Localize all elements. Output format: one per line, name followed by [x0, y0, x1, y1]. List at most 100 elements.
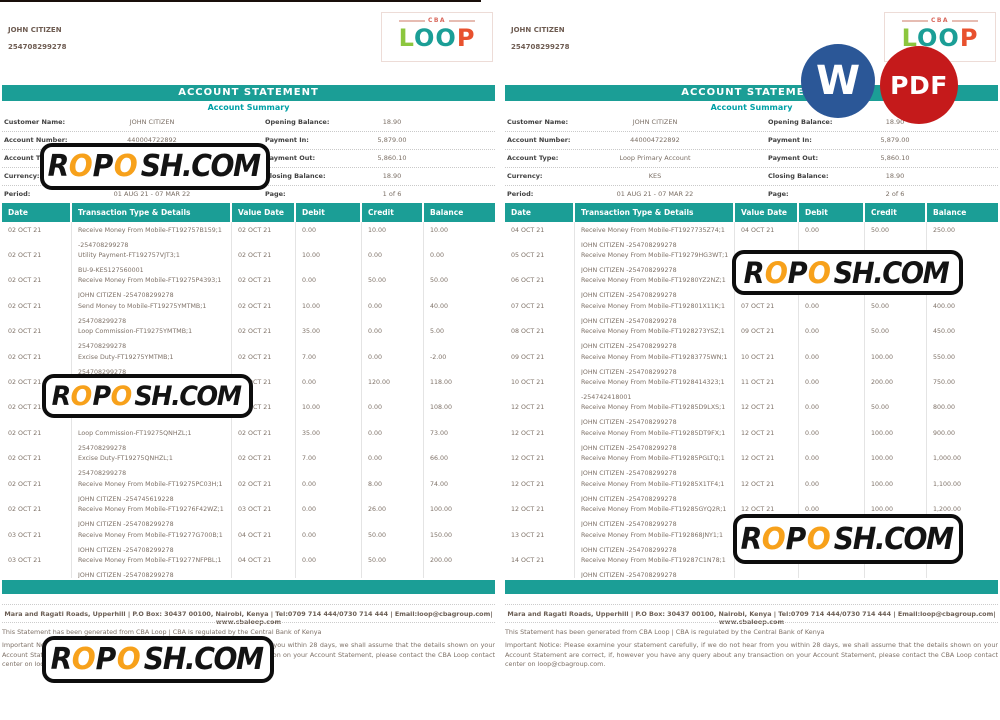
value-date: 04 OCT 21: [238, 556, 272, 564]
credit-amount: 0.00: [368, 455, 383, 463]
transaction-date: 02 OCT 21: [8, 455, 42, 463]
pdf-file-icon[interactable]: PDF: [880, 46, 958, 124]
credit-cell: 0.00: [362, 425, 424, 451]
balance-cell: 0.00: [424, 247, 495, 272]
credit-cell: 120.00: [362, 374, 424, 400]
customer-name-value: JOHN CITIZEN: [632, 118, 678, 126]
value-date: 12 OCT 21: [741, 404, 775, 412]
value-date: 10 OCT 21: [741, 353, 775, 361]
transaction-desc-line2: JOHN CITIZEN -254708299278: [581, 571, 677, 578]
debit-cell: 0.00: [296, 374, 362, 400]
value-date-cell: 02 OCT 21: [232, 222, 296, 248]
value-date: 12 OCT 21: [741, 455, 775, 463]
transaction-date: 07 OCT 21: [511, 302, 545, 310]
balance-cell: 450.00: [927, 324, 998, 349]
debit-amount: 10.00: [302, 302, 321, 310]
debit-cell: 0.00: [799, 323, 865, 350]
debit-cell: 7.00: [296, 450, 362, 477]
credit-cell: 50.00: [362, 527, 424, 553]
transaction-date: 10 OCT 21: [511, 379, 545, 387]
transactions-body: 02 OCT 21 Receive Money From Mobile-FT19…: [2, 222, 495, 578]
balance-amount: 450.00: [933, 328, 956, 336]
transaction-desc-line1: Receive Money From Mobile-FT19275PC03H;1: [78, 480, 223, 488]
payment-out-label: Payment Out:: [768, 154, 819, 162]
transaction-desc-line2: BU-9-KES127560001: [78, 266, 144, 273]
credit-amount: 100.00: [871, 353, 894, 361]
debit-cell: 0.00: [799, 349, 865, 375]
credit-cell: 50.00: [865, 323, 927, 350]
transaction-desc-line2: JOHN CITIZEN -254708299278: [78, 546, 174, 553]
transaction-date: 02 OCT 21: [8, 480, 42, 488]
watermark-text-segment: O: [69, 149, 93, 184]
column-header-balance: Balance: [424, 203, 495, 222]
credit-amount: 50.00: [871, 226, 890, 234]
balance-amount: 400.00: [933, 302, 956, 310]
value-date-cell: 02 OCT 21: [232, 323, 296, 350]
transaction-details-cell: Loop Commission-FT19275QNHZL;1 254708299…: [72, 425, 232, 451]
period-value: 01 AUG 21 - 07 MAR 22: [113, 190, 191, 198]
transaction-desc-line2: JOHN CITIZEN -254708299278: [78, 571, 174, 578]
summary-row: Period: 01 AUG 21 - 07 MAR 22 Page: 2 of…: [505, 186, 998, 204]
account-number-label: Account Number:: [4, 136, 68, 144]
value-date: 02 OCT 21: [238, 353, 272, 361]
watermark-text-segment: O: [113, 149, 138, 184]
period-label: Period:: [4, 190, 31, 198]
watermark-text-segment: O: [806, 521, 831, 557]
roposh-watermark: R O P O SH.COM: [42, 636, 274, 683]
watermark-text-segment: P: [95, 642, 117, 677]
transaction-date-cell: 12 OCT 21: [505, 399, 575, 426]
value-date-cell: 02 OCT 21: [232, 476, 296, 502]
transaction-date: 02 OCT 21: [8, 226, 42, 234]
summary-row: Currency: KES Closing Balance: 18.90: [505, 168, 998, 186]
transaction-details-cell: Receive Money From Mobile-FT19285GYQ2R;1…: [575, 501, 735, 528]
word-file-icon[interactable]: W: [801, 44, 875, 118]
transaction-details-cell: Receive Money From Mobile-FT1928414323;1…: [575, 374, 735, 400]
value-date-cell: 12 OCT 21: [735, 450, 799, 477]
balance-amount: 40.00: [430, 302, 449, 310]
credit-cell: 10.00: [362, 222, 424, 248]
customer-phone: 254708299278: [511, 43, 570, 51]
table-row: 02 OCT 21 Loop Commission-FT19275YMTMB;1…: [2, 323, 495, 350]
value-date: 03 OCT 21: [238, 506, 272, 514]
debit-amount: 0.00: [302, 556, 317, 564]
table-row: 14 OCT 21 Receive Money From Mobile-FT19…: [505, 552, 998, 578]
transaction-desc-line2: JOHN CITIZEN -254708299278: [581, 317, 677, 324]
balance-amount: -2.00: [430, 353, 447, 361]
balance-amount: 50.00: [430, 277, 449, 285]
debit-amount: 0.00: [805, 404, 820, 412]
transaction-details-cell: Receive Money From Mobile-FT192801X11K;1…: [575, 298, 735, 324]
table-row: 02 OCT 21 Receive Money From Mobile-FT19…: [2, 222, 495, 248]
transaction-details-cell: Receive Money From Mobile-FT19285D9LXS;1…: [575, 399, 735, 426]
debit-cell: 7.00: [296, 349, 362, 375]
value-date-cell: 11 OCT 21: [735, 374, 799, 400]
debit-amount: 10.00: [302, 404, 321, 412]
debit-cell: 0.00: [799, 374, 865, 400]
balance-amount: 550.00: [933, 353, 956, 361]
transaction-date-cell: 02 OCT 21: [2, 349, 72, 375]
watermark-text-segment: O: [807, 255, 831, 290]
watermark-text-segment: SH.COM: [833, 255, 950, 290]
debit-cell: 0.00: [799, 425, 865, 451]
credit-cell: 0.00: [362, 323, 424, 350]
value-date-cell: 02 OCT 21: [232, 272, 296, 299]
debit-amount: 0.00: [302, 531, 317, 539]
transaction-desc-line1: Receive Money From Mobile-FT192801X11K;1: [581, 302, 726, 310]
transaction-date-cell: 12 OCT 21: [505, 425, 575, 451]
value-date-cell: 03 OCT 21: [232, 501, 296, 528]
transaction-desc-line1: Receive Money From Mobile-FT19285D9LXS;1: [581, 404, 726, 412]
transaction-desc-line1: Receive Money From Mobile-FT1928273YSZ;1: [581, 328, 725, 336]
debit-cell: 0.00: [296, 222, 362, 248]
transaction-details-cell: Receive Money From Mobile-FT192757B159;1…: [72, 222, 232, 248]
watermark-text-segment: SH.COM: [833, 521, 954, 557]
table-row: 02 OCT 21 Send Money to Mobile-FT19275YM…: [2, 298, 495, 324]
credit-amount: 200.00: [871, 379, 894, 387]
logo-letter: O: [917, 24, 939, 52]
account-number-value: 440004722892: [127, 136, 177, 144]
transaction-desc-line2: JOHN CITIZEN -254708299278: [581, 292, 677, 299]
watermark-text-segment: SH.COM: [134, 380, 243, 412]
watermark-text-segment: O: [764, 255, 788, 290]
credit-amount: 0.00: [368, 353, 383, 361]
balance-cell: -2.00: [424, 349, 495, 374]
transaction-desc-line1: Receive Money From Mobile-FT19280YZ2NZ;1: [581, 277, 726, 285]
value-date-cell: 02 OCT 21: [232, 349, 296, 375]
